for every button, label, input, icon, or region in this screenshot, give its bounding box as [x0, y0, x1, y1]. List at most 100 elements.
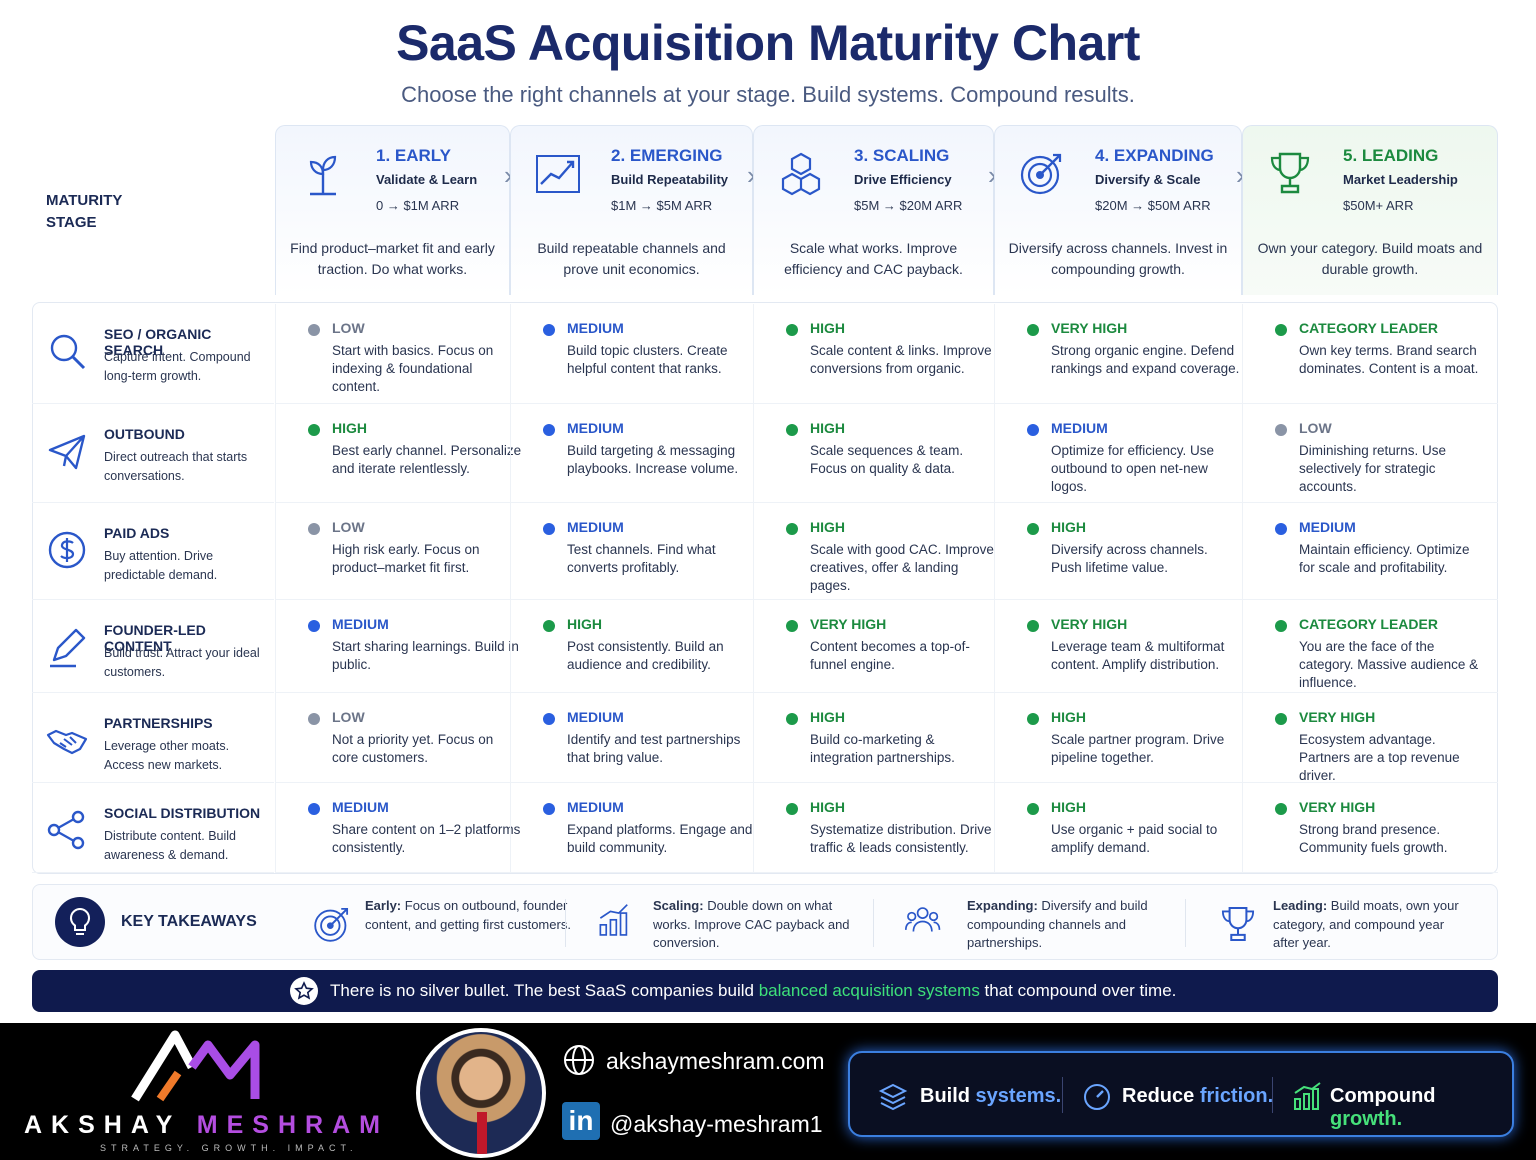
- stage-name: 5. LEADING: [1343, 146, 1439, 165]
- level-label: HIGH: [332, 420, 367, 436]
- level-cell: VERY HIGH Strong organic engine. Defend r…: [994, 304, 1242, 404]
- channel-description: Capture intent. Compound long-term growt…: [104, 350, 251, 383]
- channel-description: Distribute content. Build awareness & de…: [104, 829, 237, 862]
- channel-name: PARTNERSHIPS: [104, 715, 213, 731]
- stage-arr-range: $1M → $5M ARR: [611, 198, 713, 213]
- bar-chart-icon: [597, 903, 639, 945]
- level-dot: [786, 424, 798, 436]
- slogan-item: Compound growth.: [1330, 1085, 1436, 1130]
- website-link[interactable]: akshaymeshram.com: [606, 1048, 825, 1074]
- level-label: MEDIUM: [1299, 519, 1356, 535]
- level-label: VERY HIGH: [1299, 709, 1376, 725]
- growth-bars-icon: [1292, 1081, 1322, 1111]
- level-dot: [543, 523, 555, 535]
- page-subtitle: Choose the right channels at your stage.…: [401, 82, 1135, 107]
- logo-tagline: STRATEGY. GROWTH. IMPACT.: [100, 1143, 358, 1153]
- level-dot: [1275, 803, 1287, 815]
- level-dot: [308, 620, 320, 632]
- level-label: HIGH: [810, 320, 845, 336]
- level-description: Scale content & links. Improve conversio…: [810, 343, 992, 376]
- level-description: Start sharing learnings. Build in public…: [332, 639, 519, 672]
- stage-header-4: 4. EXPANDING Diversify & Scale $20M → $50M…: [994, 125, 1242, 295]
- maturity-grid: [32, 302, 1498, 874]
- level-label: MEDIUM: [567, 420, 624, 436]
- footer: AKSHAY MESHRAM STRATEGY. GROWTH. IMPACT.…: [0, 1023, 1536, 1160]
- divider: [565, 899, 566, 947]
- channel-6: SOCIAL DISTRIBUTION Distribute content. B…: [32, 783, 274, 873]
- bottom-banner: There is no silver bullet. The best SaaS…: [32, 970, 1498, 1012]
- logo-mark-icon: [130, 1027, 270, 1107]
- level-dot: [308, 523, 320, 535]
- level-cell: MEDIUM Identify and test partnerships tha…: [510, 693, 753, 783]
- key-takeaways: KEY TAKEAWAYS Early: Focus on outbound, …: [32, 884, 1498, 960]
- level-cell: MEDIUM Start sharing learnings. Build in …: [275, 600, 519, 693]
- level-cell: HIGH Post consistently. Build an audience…: [510, 600, 753, 693]
- stage-subtitle: Validate & Learn: [376, 172, 478, 187]
- stage-name: 1. EARLY: [376, 146, 451, 165]
- stage-header-1: 1. EARLY Validate & Learn 0 → $1M ARR Find …: [275, 125, 510, 295]
- level-description: Scale with good CAC. Improve creatives, …: [810, 542, 994, 593]
- level-description: Use organic + paid social to amplify dem…: [1051, 822, 1218, 855]
- channel-name: OUTBOUND: [104, 426, 185, 442]
- level-description: Build targeting & messaging playbooks. I…: [567, 443, 739, 476]
- linkedin-icon: in: [562, 1102, 600, 1140]
- level-label: VERY HIGH: [1051, 616, 1128, 632]
- stage-name: 3. SCALING: [854, 146, 950, 165]
- level-label: MEDIUM: [567, 709, 624, 725]
- level-dot: [1027, 424, 1039, 436]
- level-cell: MEDIUM Test channels. Find what converts …: [510, 503, 753, 600]
- chevron-right-icon: ›: [504, 160, 513, 190]
- level-description: You are the face of the category. Massiv…: [1299, 639, 1479, 690]
- level-description: Build topic clusters. Create helpful con…: [567, 343, 728, 376]
- level-label: VERY HIGH: [1051, 320, 1128, 336]
- level-description: Best early channel. Personalize and iter…: [332, 443, 522, 476]
- level-cell: HIGH Scale sequences & team. Focus on qua…: [753, 404, 994, 503]
- level-dot: [1027, 324, 1039, 336]
- banner-text: There is no silver bullet. The best SaaS…: [330, 981, 1177, 1000]
- level-dot: [308, 324, 320, 336]
- level-description: Share content on 1–2 platforms consisten…: [332, 822, 521, 855]
- stage-description: Scale what works. Improve efficiency and…: [784, 240, 963, 277]
- pen-icon: [46, 626, 88, 668]
- channel-5: PARTNERSHIPS Leverage other moats. Access…: [32, 693, 274, 783]
- level-dot: [543, 324, 555, 336]
- linkedin-link[interactable]: @akshay-meshram1: [610, 1111, 823, 1137]
- stage-subtitle: Market Leadership: [1343, 172, 1458, 187]
- growth-chart-icon: [533, 148, 583, 198]
- chevron-right-icon: ›: [747, 160, 756, 190]
- level-label: LOW: [332, 320, 365, 336]
- layers-icon: [878, 1081, 908, 1111]
- stage-header-2: 2. EMERGING Build Repeatability $1M → $5M …: [510, 125, 753, 295]
- level-cell: VERY HIGH Strong brand presence. Communit…: [1242, 783, 1498, 873]
- gauge-icon: [1082, 1081, 1112, 1111]
- channel-name: FOUNDER-LED CONTENT: [104, 622, 206, 654]
- level-cell: VERY HIGH Ecosystem advantage. Partners a…: [1242, 693, 1498, 783]
- avatar: [416, 1028, 546, 1158]
- channel-4: FOUNDER-LED CONTENT Build trust. Attract …: [32, 600, 274, 693]
- slogan-item: Reduce friction.: [1122, 1085, 1274, 1107]
- level-label: MEDIUM: [1051, 420, 1108, 436]
- level-description: Diminishing returns. Use selectively for…: [1299, 443, 1447, 494]
- stage-arr-range: 0 → $1M ARR: [376, 198, 460, 213]
- channel-description: Build trust. Attract your ideal customer…: [104, 646, 260, 679]
- level-description: Optimize for efficiency. Use outbound to…: [1051, 443, 1215, 494]
- level-cell: LOW Not a priority yet. Focus on core cus…: [275, 693, 510, 783]
- share-icon: [46, 809, 88, 851]
- level-dot: [1027, 803, 1039, 815]
- level-dot: [308, 713, 320, 725]
- takeaway-text: Leading: Build moats, own your category,…: [1273, 898, 1459, 950]
- level-label: MEDIUM: [567, 320, 624, 336]
- slogan-item: Build systems.: [920, 1085, 1062, 1107]
- level-dot: [1275, 424, 1287, 436]
- level-description: Diversify across channels. Push lifetime…: [1051, 542, 1208, 575]
- level-cell: MEDIUM Maintain efficiency. Optimize for …: [1242, 503, 1498, 600]
- level-dot: [786, 713, 798, 725]
- level-dot: [543, 713, 555, 725]
- level-label: LOW: [1299, 420, 1332, 436]
- level-label: VERY HIGH: [810, 616, 887, 632]
- level-dot: [1027, 620, 1039, 632]
- dollar-icon: [46, 529, 88, 571]
- level-dot: [308, 803, 320, 815]
- stage-arr-range: $20M → $50M ARR: [1095, 198, 1211, 213]
- level-dot: [308, 424, 320, 436]
